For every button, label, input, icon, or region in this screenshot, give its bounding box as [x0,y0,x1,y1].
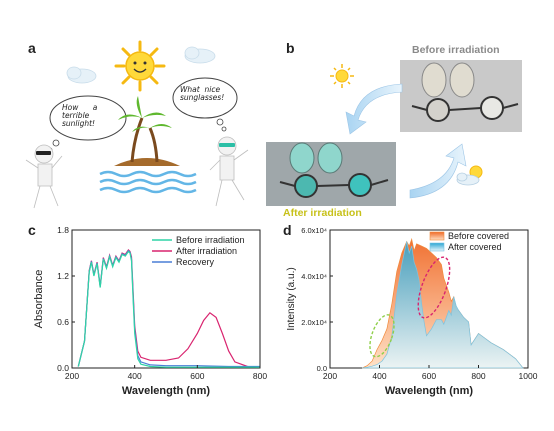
legend-label: After irradiation [176,246,237,256]
y-tick-label: 2.0x10⁴ [301,318,327,327]
arrow-to-after [345,83,403,135]
cloud-icon [66,46,216,84]
panel-label-d: d [283,222,292,238]
x-tick-label: 400 [372,371,386,381]
y-tick-label: 0.6 [57,317,69,327]
after-irradiation-caption: After irradiation [283,207,362,219]
sun-icon [330,64,354,88]
figure-with-sunglasses-left [25,144,63,209]
thought-bubble-right [172,77,238,132]
series-line-recovery [77,249,260,368]
y-axis-label: Absorbance [33,270,45,329]
x-axis-label: Wavelength (nm) [385,385,474,397]
bubble-text-right: What nice sunglasses! [180,85,225,102]
legend-label: After covered [448,242,502,252]
x-tick-label: 600 [190,371,204,381]
sun-icon [114,40,166,92]
panel-label-a: a [28,40,36,56]
legend-label: Before covered [448,231,509,241]
before-irradiation-caption: Before irradiation [412,44,500,56]
figure-with-sunglasses-right [209,136,249,207]
legend-swatch [429,242,445,252]
panel-label-c: c [28,222,36,238]
island-icon [99,96,197,194]
intensity-chart: 200 400 600 800 1000 0.0 2.0x10⁴ 4.0x10⁴ 6.0x10⁴… [286,226,538,397]
arrow-to-before [409,143,467,199]
x-tick-label: 1000 [519,371,538,381]
x-tick-label: 600 [422,371,436,381]
y-tick-label: 0.0 [317,364,327,373]
legend-label: Recovery [176,257,215,267]
legend-swatch [429,231,445,241]
y-tick-label: 1.8 [57,225,69,235]
series-line-after-irradiation [77,248,261,368]
cloud-sun-icon [456,165,483,186]
before-irradiation-photo [400,60,522,132]
y-tick-label: 6.0x10⁴ [301,226,327,235]
series-area-after-covered [362,241,524,369]
x-tick-label: 200 [323,371,337,381]
y-axis-label: Intensity (a.u.) [286,267,297,330]
highlight-ellipse [369,314,395,358]
plot-frame [71,229,261,369]
series-line-before-irradiation [77,250,260,368]
x-tick-label: 800 [471,371,485,381]
absorbance-chart: 200 400 600 800 0.0 0.6 1.2 1.8 Absorbance Wave… [33,225,267,397]
y-tick-label: 1.2 [57,271,69,281]
y-tick-label: 4.0x10⁴ [301,272,327,281]
legend-label: Before irradiation [176,235,245,245]
bubble-text-left: How a terrible sunlight! [62,103,98,128]
highlight-ellipse [417,256,451,319]
photos-panel [266,60,522,206]
x-tick-label: 200 [65,371,79,381]
y-tick-label: 0.0 [57,363,69,373]
after-irradiation-photo [266,142,396,206]
panel-label-b: b [286,40,295,56]
x-tick-label: 400 [128,371,142,381]
x-axis-label: Wavelength (nm) [122,385,211,397]
x-tick-label: 800 [253,371,267,381]
illustration-panel [25,40,249,209]
